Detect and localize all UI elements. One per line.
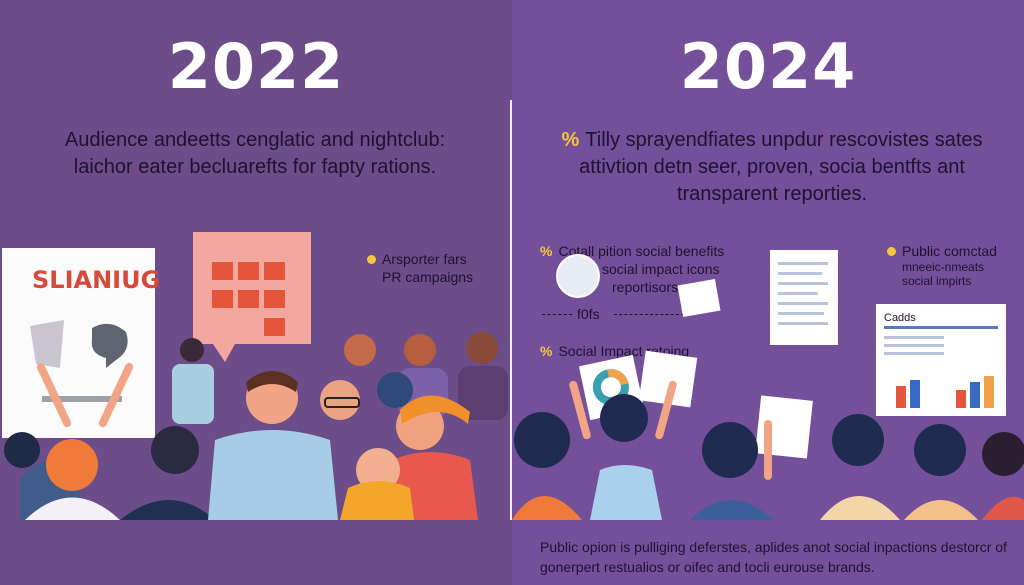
crowd-illustration <box>4 332 508 520</box>
callout-reportisors: reportisors <box>612 279 679 295</box>
intro-2022: Audience andeetts cenglatic and nightclu… <box>64 129 446 178</box>
callout-public-comment: Public comctad <box>887 242 997 260</box>
doc-line <box>778 322 828 325</box>
crowd-illustration-2024 <box>512 380 1024 520</box>
doc-line <box>884 352 944 355</box>
report-dashboard: Cadds <box>876 304 1006 416</box>
dashed-connector <box>542 314 572 315</box>
report-header-bar <box>884 326 998 329</box>
report-bar <box>956 390 966 408</box>
report-bar <box>896 386 906 408</box>
intro-2024-text: Tilly sprayendfiates unpdur rescovistes … <box>579 129 983 205</box>
report-title: Cadds <box>884 312 916 324</box>
doc-line <box>778 282 828 285</box>
pink-sign-tail <box>213 344 235 362</box>
social-impact-card <box>556 254 600 298</box>
percent-bullet-icon: % <box>540 343 553 359</box>
callout-2022-line1: Arsporter fars <box>382 251 467 267</box>
bullet-dot-icon <box>887 247 896 256</box>
grid-cell <box>264 262 285 280</box>
protest-poster: SLIANIUG <box>2 248 160 438</box>
speech-bubbles-icon <box>30 320 128 402</box>
doc-line <box>778 262 828 265</box>
bullet-dot-icon <box>367 255 376 264</box>
doc-line <box>778 292 818 295</box>
percent-bullet-icon: % <box>561 129 580 151</box>
dashed-connector <box>614 314 684 315</box>
doc-line <box>778 312 824 315</box>
callout-public-line3: social impirts <box>902 274 972 288</box>
callout-2022-line2: PR campaigns <box>382 269 474 285</box>
callout-f0fs: f0fs <box>577 306 600 322</box>
panel-2024: 2024 % Tilly sprayendfiates unpdur rescov… <box>512 0 1024 585</box>
report-bar <box>984 376 994 408</box>
grid-cell <box>212 290 233 308</box>
callout-benefits-line1: Cotall pition social benefits <box>558 243 725 259</box>
callout-benefits: % Cotall pition social benefits <box>540 242 724 260</box>
report-bar <box>910 380 920 408</box>
callout-icons: social impact icons <box>602 261 720 277</box>
doc-line <box>778 302 828 305</box>
callout-public-line2: mneeic-nmeats <box>902 260 985 274</box>
doc-line <box>884 344 944 347</box>
year-2022-heading: 2022 <box>167 30 345 103</box>
grid-cell <box>264 318 285 336</box>
pink-sign-board <box>193 232 311 344</box>
small-report-card <box>677 278 721 318</box>
callout-public-line1: Public comctad <box>902 243 997 259</box>
doc-line <box>884 336 944 339</box>
percent-bullet-icon: % <box>540 243 553 259</box>
poster-title: SLIANIUG <box>32 266 161 294</box>
panel-divider <box>510 100 513 520</box>
year-2024-heading: 2024 <box>679 30 857 103</box>
bottom-caption: Public opion is pulliging deferstes, apl… <box>540 539 1007 575</box>
grid-cell <box>212 262 233 280</box>
held-document <box>770 250 838 345</box>
panel-2022: 2022 Audience andeetts cenglatic and nig… <box>2 30 508 520</box>
grid-cell <box>238 290 259 308</box>
report-bar <box>970 382 980 408</box>
intro-2024: % Tilly sprayendfiates unpdur rescovistes… <box>537 127 1007 208</box>
doc-line <box>778 272 822 275</box>
callout-2022: Arsporter fars PR campaigns <box>367 250 473 286</box>
grid-cell <box>238 262 259 280</box>
grid-cell <box>264 290 285 308</box>
